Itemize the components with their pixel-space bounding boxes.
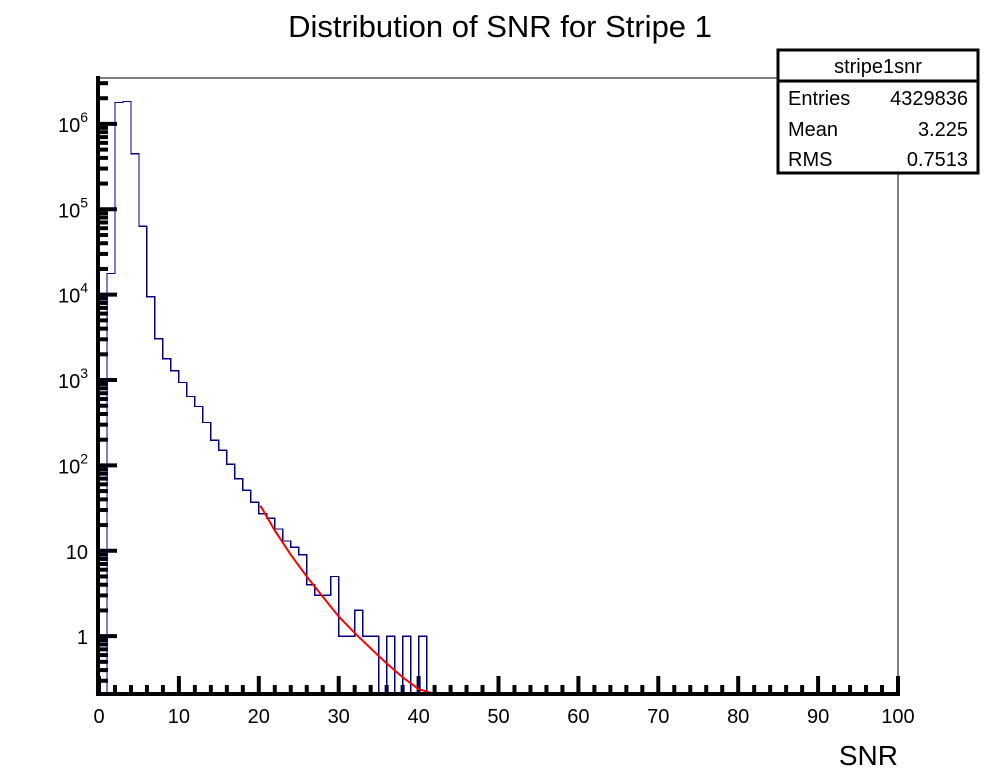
histogram-bin — [155, 339, 163, 694]
x-tick-label: 50 — [487, 706, 509, 728]
histogram-bin — [219, 450, 227, 694]
histogram-bin — [323, 595, 331, 694]
x-tick-label: 0 — [93, 706, 104, 728]
histogram-bin — [147, 297, 155, 694]
histogram-bin — [251, 502, 259, 694]
stats-box: stripe1snr Entries 4329836 Mean 3.225 RM… — [776, 48, 980, 175]
stats-rms-value: 0.7513 — [907, 149, 968, 171]
y-tick-label: 102 — [58, 450, 88, 478]
histogram-bin — [243, 490, 251, 694]
x-tick-label: 60 — [567, 706, 589, 728]
x-tick-label: 20 — [248, 706, 270, 728]
stats-mean-value: 3.225 — [918, 119, 968, 141]
histogram-outline — [99, 100, 428, 695]
histogram-bin — [315, 595, 323, 694]
stats-rms-label: RMS — [788, 149, 832, 171]
histogram-bin — [139, 226, 147, 694]
y-tick-label: 104 — [58, 280, 88, 308]
histogram-bin — [291, 547, 299, 694]
histogram-bin — [355, 610, 363, 694]
y-tick-label: 10 — [66, 542, 88, 564]
histogram-bin — [259, 514, 267, 694]
stats-box-title: stripe1snr — [834, 56, 922, 78]
histogram-bin — [227, 464, 235, 694]
stats-entries-label: Entries — [788, 88, 850, 110]
x-tick-label: 80 — [727, 706, 749, 728]
x-tick-label: 30 — [328, 706, 350, 728]
y-tick-label: 1 — [77, 627, 88, 649]
histogram — [99, 100, 428, 695]
histogram-bin — [267, 518, 275, 694]
histogram-bin — [283, 541, 291, 694]
histogram-bin — [187, 397, 195, 694]
y-tick-label: 105 — [58, 194, 88, 222]
y-tick-labels: 1 10 102 103 104 105 106 — [58, 109, 88, 649]
x-tick-label: 70 — [647, 706, 669, 728]
x-axis-title: SNR — [839, 740, 898, 771]
stats-entries-value: 4329836 — [890, 88, 968, 110]
stats-box-frame — [776, 48, 980, 175]
x-tick-labels: 0 10 20 30 40 50 60 70 80 90 100 — [93, 706, 914, 728]
histogram-bin — [179, 383, 187, 694]
histogram-bin — [131, 154, 139, 694]
chart-title: Distribution of SNR for Stripe 1 — [288, 9, 712, 44]
fit-line — [259, 505, 439, 695]
x-tick-label: 100 — [881, 706, 914, 728]
histogram-bin — [115, 103, 123, 694]
fit-curve — [259, 505, 439, 695]
stats-mean-label: Mean — [788, 119, 838, 141]
histogram-bin — [275, 529, 283, 694]
axis-ticks — [97, 81, 900, 694]
y-tick-label: 103 — [58, 365, 88, 393]
histogram-bin — [107, 273, 115, 694]
histogram-bin — [163, 359, 171, 694]
x-tick-label: 90 — [807, 706, 829, 728]
x-tick-label: 10 — [168, 706, 190, 728]
histogram-bin — [307, 585, 315, 694]
y-tick-label: 106 — [58, 109, 88, 137]
histogram-bin — [195, 406, 203, 694]
histogram-bin — [171, 371, 179, 694]
histogram-bin — [123, 102, 131, 694]
histogram-bin — [235, 479, 243, 694]
histogram-bin — [203, 423, 211, 694]
x-tick-label: 40 — [407, 706, 429, 728]
histogram-bin — [211, 440, 219, 694]
